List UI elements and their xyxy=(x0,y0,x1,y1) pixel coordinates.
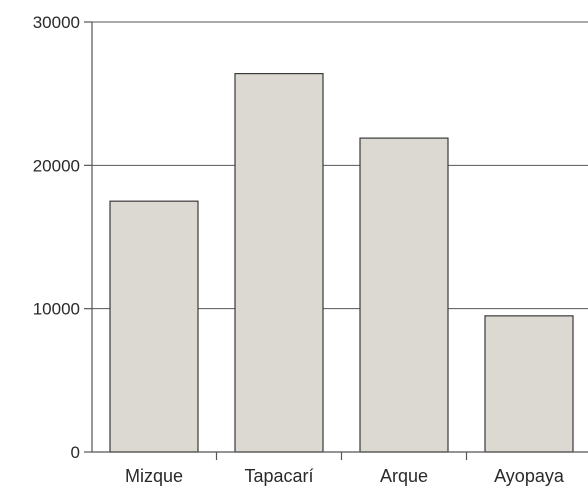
x-tick-label: Mizque xyxy=(125,466,183,486)
x-tick-label: Tapacarí xyxy=(244,466,313,486)
x-tick-label: Arque xyxy=(380,466,428,486)
y-tick-label: 30000 xyxy=(33,13,80,32)
y-tick-labels: 0 10000 20000 30000 xyxy=(33,13,92,462)
y-tick-label: 10000 xyxy=(33,300,80,319)
bar-ayopaya xyxy=(484,315,574,453)
bar-arque xyxy=(359,137,449,453)
y-tick-label: 20000 xyxy=(33,156,80,175)
y-tick-label: 0 xyxy=(71,443,80,462)
bar-tapacarí xyxy=(234,72,324,453)
bar-mizque xyxy=(109,200,199,453)
axes xyxy=(91,22,588,453)
x-tick-label: Ayopaya xyxy=(494,466,565,486)
bars xyxy=(109,72,574,453)
x-tick-labels: Mizque Tapacarí Arque Ayopaya xyxy=(125,452,565,486)
